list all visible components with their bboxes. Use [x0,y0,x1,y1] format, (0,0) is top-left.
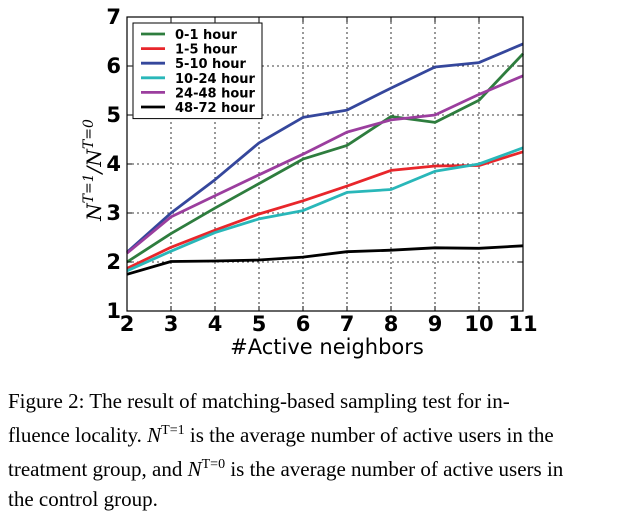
y-axis-label-sep: / [82,164,106,175]
caption-math-sup: T=1 [161,423,185,438]
y-tick-label: 3 [106,201,121,225]
x-tick-label: 6 [296,312,311,336]
series-line-3 [126,42,524,254]
caption-text: is the average number of active users in [225,457,564,481]
x-tick-label: 9 [428,312,443,336]
y-tick-label: 1 [106,299,121,323]
legend-label: 10-24 hour [175,72,256,87]
legend-box [132,22,263,120]
caption-line-4: the control group. [8,487,158,511]
figure-caption: Figure 2: The result of matching-based s… [8,386,613,514]
legend-label: 5-10 hour [175,57,246,72]
x-tick-label: 8 [384,312,399,336]
caption-line-3: treatment group, and NT=0 is the average… [8,450,613,484]
x-tick-label: 3 [164,312,179,336]
x-tick-label: 7 [340,312,355,336]
series-line-6 [126,244,524,276]
legend-label: 0-1 hour [175,28,237,43]
y-axis-label-base-2: N [82,148,106,168]
y-axis-label-base: N [82,202,106,222]
x-axis-label: #Active neighbors [230,335,424,359]
legend-label: 48-72 hour [175,101,256,116]
caption-text: treatment group, and [8,457,188,481]
caption-math-n: N [187,457,202,481]
y-tick-label: 7 [106,5,121,29]
caption-line-1: Figure 2: The result of matching-based s… [8,389,510,413]
y-axis-label: NT=1/NT=0 [81,119,106,222]
caption-text: is the average number of active users in… [184,423,554,447]
x-tick-label: 2 [120,312,135,336]
y-tick-label: 6 [106,54,121,78]
series-lines [126,42,525,276]
caption-math-n: N [147,423,162,447]
series-line-5 [126,74,524,255]
x-tick-label: 11 [508,312,537,336]
series-line-2 [126,150,524,270]
y-axis-label-num-sup: T=1 [81,173,97,203]
legend-label: 24-48 hour [175,86,256,101]
caption-line-2: fluence locality. NT=1 is the average nu… [8,416,613,450]
x-tick-label: 10 [464,312,493,336]
caption-math-sup: T=0 [201,457,226,472]
legend-label: 1-5 hour [175,43,237,58]
series-line-4 [126,146,524,273]
y-tick-label: 5 [106,103,121,127]
y-tick-label: 4 [106,152,121,176]
caption-text: fluence locality. [8,423,148,447]
y-tick-label: 2 [106,250,121,274]
x-tick-label: 5 [252,312,267,336]
y-axis-label-den-sup: T=0 [81,119,97,149]
x-tick-label: 4 [208,312,223,336]
series-line-1 [126,52,525,264]
